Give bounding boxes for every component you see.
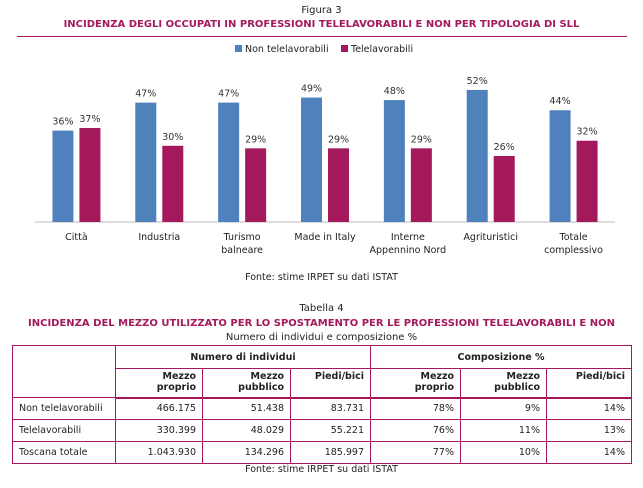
- column-header-line: Mezzo: [506, 371, 540, 382]
- bar: [493, 155, 515, 222]
- x-tick-label: Appennino Nord: [370, 245, 447, 256]
- title-rule: [17, 36, 627, 37]
- bar: [135, 102, 157, 222]
- column-header-line: Mezzo: [250, 371, 284, 382]
- data-label: 26%: [494, 142, 515, 153]
- bar: [410, 148, 432, 222]
- column-header: Mezzo pubblico: [202, 368, 291, 399]
- table-subtitle: Numero di individui e composizione %: [225, 332, 418, 343]
- column-header-line: Mezzo: [420, 371, 454, 382]
- column-header-line: Piedi/bici: [575, 371, 625, 382]
- column-header: Mezzo proprio: [370, 368, 461, 399]
- x-tick-label: complessivo: [544, 245, 603, 256]
- bar: [466, 89, 488, 222]
- data-label: 37%: [79, 114, 100, 125]
- table-cell: 76%: [370, 419, 461, 442]
- column-header: Piedi/bici: [290, 368, 371, 399]
- table-cell: 51.438: [202, 397, 291, 420]
- column-header: Mezzo proprio: [115, 368, 203, 399]
- table-cell: 77%: [370, 441, 461, 464]
- bar: [576, 140, 598, 222]
- table-label: Tabella 4: [299, 303, 344, 314]
- bar: [328, 148, 349, 222]
- table-row: Non telelavorabili 466.175 51.438 83.731 78%…: [12, 397, 632, 420]
- table-cell: 55.221: [290, 419, 371, 442]
- table-row: Toscana totale 1.043.930 134.296 185.997 77%…: [12, 441, 632, 464]
- figure-title: INCIDENZA DEGLI OCCUPATI IN PROFESSIONI …: [63, 19, 580, 30]
- row-label: Toscana totale: [12, 441, 116, 464]
- x-tick-label: Turismo: [223, 232, 261, 243]
- table-cell: 9%: [460, 397, 547, 420]
- data-label: 44%: [550, 96, 571, 107]
- table-cell: 330.399: [115, 419, 203, 442]
- column-header-line: pubblico: [494, 382, 540, 393]
- data-label: 36%: [52, 117, 73, 128]
- table-cell: 11%: [460, 419, 547, 442]
- bar: [162, 145, 184, 222]
- legend-label: Non telelavorabili: [245, 44, 329, 55]
- bar: [301, 97, 322, 222]
- data-label: 52%: [467, 76, 488, 87]
- x-tick-label: Totale: [559, 232, 588, 243]
- data-label: 29%: [245, 134, 266, 145]
- data-label: 47%: [218, 89, 239, 100]
- column-header: Piedi/bici: [546, 368, 632, 399]
- column-header-line: pubblico: [238, 382, 284, 393]
- table-title: INCIDENZA DEL MEZZO UTILIZZATO PER LO SP…: [28, 318, 615, 329]
- group-header: Composizione %: [370, 345, 632, 369]
- table-cell: 10%: [460, 441, 547, 464]
- table-cell: 185.997: [290, 441, 371, 464]
- x-tick-label: Made in Italy: [294, 232, 356, 243]
- data-label: 32%: [577, 127, 598, 138]
- column-header-line: proprio: [414, 382, 454, 393]
- data-label: 48%: [384, 86, 405, 97]
- data-label: 47%: [135, 89, 156, 100]
- table-source: Fonte: stime IRPET su dati ISTAT: [245, 464, 398, 475]
- table-cell: 83.731: [290, 397, 371, 420]
- bar: [549, 110, 571, 222]
- column-header-line: proprio: [156, 382, 196, 393]
- x-tick-label: Città: [65, 232, 88, 243]
- data-table: Numero di individui Composizione % Mezzo…: [12, 345, 632, 464]
- bar: [52, 130, 74, 222]
- table-cell: 1.043.930: [115, 441, 203, 464]
- table-cell: 13%: [546, 419, 632, 442]
- data-label: 30%: [162, 132, 183, 143]
- table-cell: 14%: [546, 441, 632, 464]
- table-cell: 466.175: [115, 397, 203, 420]
- data-label: 29%: [411, 134, 432, 145]
- table-cell: 48.029: [202, 419, 291, 442]
- x-tick-label: Industria: [138, 232, 180, 243]
- table-cell: 134.296: [202, 441, 291, 464]
- corner-cell: [12, 345, 116, 398]
- legend-swatch: [341, 45, 348, 52]
- figure-label: Figura 3: [301, 5, 342, 16]
- row-label: Non telelavorabili: [12, 397, 116, 420]
- x-tick-label: balneare: [221, 245, 263, 256]
- column-header: Mezzo pubblico: [460, 368, 547, 399]
- table-row: Telelavorabili 330.399 48.029 55.221 76% 11% 1…: [12, 419, 632, 442]
- x-tick-label: Interne: [391, 232, 425, 243]
- bar: [245, 148, 267, 222]
- bar: [383, 100, 405, 222]
- table-cell: 78%: [370, 397, 461, 420]
- data-label: 49%: [301, 84, 322, 95]
- legend-swatch: [235, 45, 242, 52]
- x-tick-label: Agrituristici: [463, 232, 518, 243]
- column-header-line: Mezzo: [162, 371, 196, 382]
- figure-source: Fonte: stime IRPET su dati ISTAT: [245, 272, 398, 283]
- group-header: Numero di individui: [115, 345, 371, 369]
- bar: [218, 102, 240, 222]
- legend-label: Telelavorabili: [350, 44, 413, 55]
- column-header-line: Piedi/bici: [314, 371, 364, 382]
- table-cell: 14%: [546, 397, 632, 420]
- bar: [79, 128, 101, 222]
- bar-chart: Non telelavorabili Telelavorabili 36% 37% Ci…: [35, 44, 615, 256]
- data-label: 29%: [328, 134, 349, 145]
- row-label: Telelavorabili: [12, 419, 116, 442]
